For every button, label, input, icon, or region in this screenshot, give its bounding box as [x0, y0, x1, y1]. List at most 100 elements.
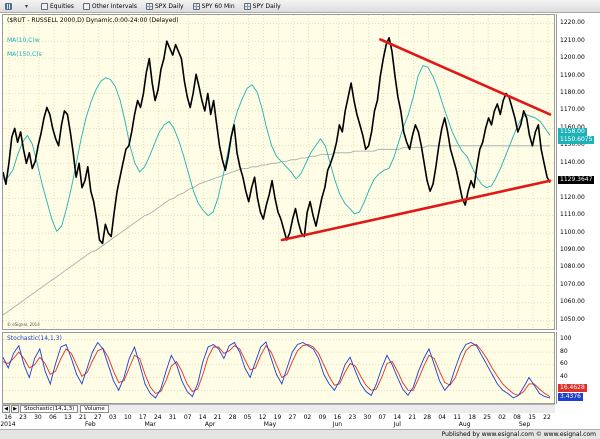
- ma-long-series: [2, 145, 550, 316]
- day-tick-label: 04: [438, 414, 447, 421]
- day-tick-label: 31: [168, 414, 177, 421]
- ma-long-label: MA(150,C)s: [7, 51, 42, 58]
- day-tick-label: 21: [213, 414, 222, 421]
- price-tick-label: 1060.00: [560, 298, 585, 306]
- footer: Published by www.esignal.com © www.esign…: [0, 429, 600, 439]
- month-label: Feb: [85, 421, 96, 428]
- day-tick-label: 28: [228, 414, 237, 421]
- day-tick-label: 17: [138, 414, 147, 421]
- scroll-right-button[interactable]: ▶: [11, 405, 19, 413]
- spy-60min-label: SPY 60 Min: [201, 2, 235, 10]
- osc-tick-label: 60: [560, 360, 568, 368]
- osc-tick-label: 100: [560, 334, 572, 342]
- spy-60min-page-button[interactable]: SPY 60 Min: [190, 1, 238, 12]
- price-tick-label: 1090.00: [560, 246, 585, 253]
- ma-short-series: [2, 65, 551, 232]
- grid: [3, 15, 554, 329]
- price-tick-label: 1210.00: [560, 36, 585, 44]
- indicator-tab-row: ◀ ▶ Stochastic(14,1,3) Volume: [2, 404, 555, 413]
- day-tick-label: 30: [363, 414, 372, 421]
- tab-stochastic[interactable]: Stochastic(14,1,3): [20, 405, 79, 413]
- price-tick-label: 1150.00: [560, 141, 585, 149]
- chart-icon: [145, 2, 153, 10]
- month-label: Jun: [332, 421, 343, 428]
- time-axis[interactable]: 16 23 30 06 13 21 27 03 10 17 24 31 07 14 21 28 05 12 19 27…: [0, 413, 555, 429]
- day-tick-label: 23: [19, 414, 27, 421]
- bar-chart-icon: [5, 2, 12, 10]
- chart-title: ($RUT - RUSSELL 2000,D) Dynamic,0:00-24:…: [7, 17, 179, 24]
- price-tick-label: 1100.00: [560, 228, 585, 236]
- stoch-k-series: [2, 341, 551, 399]
- stochastic-pane[interactable]: Stochastic(14,1,3): [2, 332, 555, 404]
- day-tick-label: 28: [423, 414, 432, 421]
- month-label: Aug: [458, 421, 471, 428]
- day-tick-label: 14: [393, 414, 402, 421]
- price-tick-label: 1180.00: [560, 89, 585, 96]
- stoch-d-series: [2, 343, 551, 397]
- day-tick-label: 16: [4, 414, 12, 421]
- day-tick-label: 24: [153, 414, 162, 421]
- day-tick-label: 30: [34, 414, 42, 421]
- day-tick-label: 13: [64, 414, 72, 421]
- price-tick-label: 1220.00: [560, 19, 585, 27]
- price-scale[interactable]: 1220.00 1210.00 1200.00 1190.00 1180.00 1170.…: [556, 14, 600, 330]
- bar-chart-button[interactable]: [2, 1, 17, 12]
- spy-daily-page-button[interactable]: SPY Daily: [241, 1, 284, 12]
- osc-tick-label: 40: [560, 373, 568, 381]
- osc-tick-label: 80: [560, 347, 568, 355]
- scroll-left-button[interactable]: ◀: [2, 405, 10, 413]
- stochastic-title: Stochastic(14,1,3): [7, 335, 62, 342]
- price-series: [2, 36, 551, 245]
- price-tick-label: 1070.00: [560, 280, 585, 288]
- spy-daily-label: SPY Daily: [252, 2, 281, 10]
- price-chart-pane[interactable]: ($RUT - RUSSELL 2000,D) Dynamic,0:00-24:…: [2, 14, 555, 330]
- chart-icon: [82, 2, 90, 10]
- price-tick-label: 1080.00: [560, 263, 585, 271]
- tab-volume[interactable]: Volume: [80, 405, 109, 413]
- price-tick-label: 1140.00: [560, 158, 585, 166]
- other-intervals-label: Other Intervals: [91, 2, 137, 10]
- day-tick-label: 02: [303, 414, 312, 421]
- day-tick-label: 27: [94, 414, 102, 421]
- stoch-d-tag: 3.4376: [558, 393, 583, 401]
- month-label: 2014: [0, 421, 16, 428]
- day-tick-label: 10: [123, 414, 132, 421]
- equities-page-button[interactable]: Equities: [38, 1, 77, 12]
- day-tick-label: 03: [108, 414, 117, 421]
- trendline-lower: [280, 179, 552, 242]
- price-chart: [2, 15, 554, 329]
- ma-short-label: MA(10,C)w: [7, 37, 40, 44]
- toolbar: ▾ Equities Other Intervals SPX Daily SPY…: [0, 0, 600, 13]
- chevron-down-icon: ▾: [24, 2, 28, 10]
- layout-dropdown-button[interactable]: ▾: [20, 1, 35, 12]
- day-tick-label: 06: [49, 414, 57, 421]
- price-tick-label: 1190.00: [560, 71, 585, 79]
- spx-daily-label: SPX Daily: [154, 2, 184, 10]
- day-tick-label: 23: [348, 414, 357, 421]
- day-tick-label: 22: [543, 414, 551, 421]
- ma-value2-tag: 1150.6075: [558, 136, 595, 144]
- day-tick-label: 14: [198, 414, 207, 421]
- day-tick-label: 21: [79, 414, 87, 421]
- month-label: Sep: [518, 421, 531, 428]
- month-label: May: [263, 421, 277, 428]
- last-price-tag: 1129.3647: [558, 176, 595, 184]
- price-tick-label: 1170.00: [560, 106, 585, 114]
- day-tick-label: 09: [318, 414, 327, 421]
- spx-daily-page-button[interactable]: SPX Daily: [143, 1, 187, 12]
- price-tick-label: 1160.00: [560, 124, 585, 131]
- esignal-watermark: © eSignal, 2014: [7, 322, 40, 327]
- day-tick-label: 02: [498, 414, 506, 421]
- day-tick-label: 16: [333, 414, 342, 421]
- month-label: Jul: [393, 421, 401, 428]
- day-tick-label: 15: [528, 414, 536, 421]
- price-tick-label: 1200.00: [560, 54, 585, 62]
- other-intervals-page-button[interactable]: Other Intervals: [80, 1, 140, 12]
- day-tick-label: 08: [513, 414, 521, 421]
- chart-icon: [243, 2, 251, 10]
- price-tick-label: 1120.00: [560, 193, 585, 201]
- osc-grid: [3, 339, 554, 391]
- stochastic-scale[interactable]: 10080604020 16.4628 3.4376: [556, 332, 600, 404]
- stoch-k-tag: 16.4628: [558, 384, 587, 392]
- chart-icon: [192, 2, 200, 10]
